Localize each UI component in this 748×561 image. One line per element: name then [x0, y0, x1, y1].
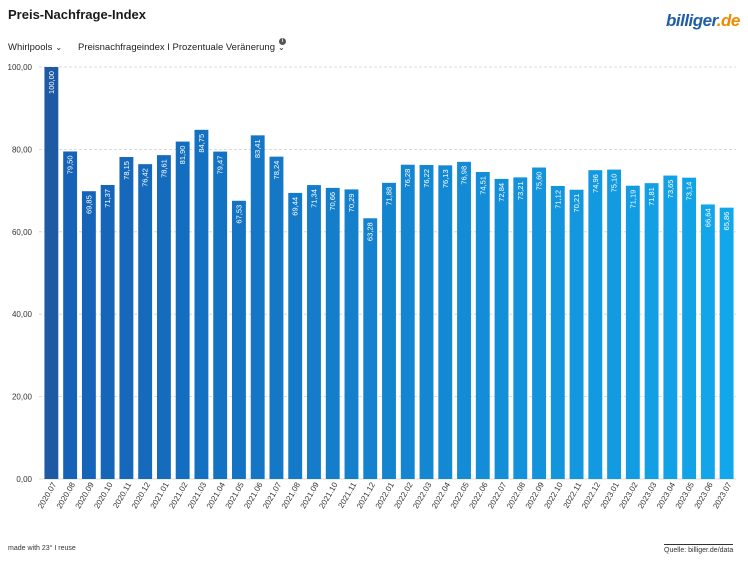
chevron-down-icon: ⌄: [278, 43, 285, 52]
made-with-link[interactable]: made with 23° I reuse: [8, 545, 76, 552]
bar-value-label: 73,21: [516, 181, 525, 200]
bar-value-label: 73,65: [666, 180, 675, 199]
metric-dropdown-label: Preisnachfrageindex I Prozentuale Veräne…: [78, 42, 275, 53]
y-tick-label: 0,00: [16, 475, 32, 484]
source-note: Quelle: billiger.de/data: [664, 544, 734, 554]
billiger-logo: billiger.de: [666, 11, 740, 31]
bar: [644, 183, 659, 479]
bar: [288, 192, 303, 479]
bar: [175, 141, 190, 479]
bar: [513, 177, 528, 479]
info-icon[interactable]: i: [279, 38, 286, 45]
bar: [213, 151, 228, 479]
bar: [44, 67, 59, 479]
chart-title: Preis-Nachfrage-Index: [8, 7, 146, 22]
bar: [438, 165, 453, 479]
bar-value-label: 71,19: [628, 190, 637, 209]
bar-value-label: 75,10: [610, 174, 619, 193]
bar: [663, 175, 678, 479]
bar-value-label: 67,53: [234, 205, 243, 224]
bar-value-label: 66,64: [703, 208, 712, 227]
bar: [63, 151, 78, 479]
category-dropdown[interactable]: Whirlpools ⌄: [8, 42, 62, 53]
bar: [400, 164, 415, 480]
bar-value-label: 75,60: [535, 172, 544, 191]
bar: [588, 170, 603, 479]
bar-value-label: 84,75: [197, 134, 206, 153]
bar-value-label: 100,00: [47, 71, 56, 94]
bar: [625, 185, 640, 479]
category-dropdown-label: Whirlpools: [8, 42, 53, 53]
bar-value-label: 79,47: [216, 156, 225, 175]
bar-value-label: 74,51: [478, 176, 487, 195]
bar: [607, 169, 622, 479]
bar-value-label: 71,88: [385, 187, 394, 206]
chevron-down-icon: ⌄: [55, 43, 63, 52]
bar-value-label: 73,14: [685, 182, 694, 201]
bar-value-label: 76,28: [403, 169, 412, 188]
bar-value-label: 70,29: [347, 193, 356, 212]
bar-value-label: 65,86: [722, 212, 731, 231]
bar: [382, 182, 396, 479]
bar: [532, 167, 546, 479]
bar: [682, 177, 697, 479]
bar: [700, 204, 715, 479]
bar-value-label: 72,84: [497, 183, 506, 202]
y-tick-label: 20,00: [12, 393, 33, 402]
bar: [363, 218, 378, 479]
bar-value-label: 69,85: [84, 195, 93, 214]
bar-value-label: 74,96: [591, 174, 600, 193]
bar-value-label: 63,28: [366, 222, 375, 241]
bar-value-label: 76,98: [460, 166, 469, 185]
bar-value-label: 69,44: [291, 197, 300, 216]
bar: [119, 157, 134, 479]
y-tick-label: 100,00: [8, 63, 33, 72]
bar: [325, 187, 340, 479]
bar: [232, 200, 246, 479]
bar: [269, 156, 284, 480]
bar: [138, 164, 153, 479]
bar-value-label: 78,24: [272, 161, 281, 180]
bar-value-label: 71,81: [647, 187, 656, 206]
bar: [457, 161, 471, 479]
bar: [307, 185, 321, 479]
bar: [475, 172, 490, 479]
bar-value-label: 76,13: [441, 169, 450, 188]
bar-value-label: 76,42: [141, 168, 150, 187]
y-tick-label: 60,00: [12, 228, 33, 237]
bar-value-label: 71,34: [309, 189, 318, 208]
logo-text-de: .de: [716, 11, 741, 30]
bar: [81, 191, 96, 479]
y-tick-label: 80,00: [12, 145, 33, 154]
metric-dropdown[interactable]: Preisnachfrageindex I Prozentuale Veräne…: [78, 42, 285, 53]
bar: [494, 178, 509, 479]
bar-value-label: 70,66: [328, 192, 337, 211]
bar-value-label: 81,90: [178, 146, 187, 165]
bar-value-label: 71,12: [553, 190, 562, 209]
bar: [100, 184, 115, 479]
logo-text-billiger: billiger: [666, 11, 717, 30]
bar-value-label: 79,50: [66, 155, 75, 174]
bar: [419, 164, 434, 479]
bar-value-label: 70,21: [572, 194, 581, 213]
x-tick-label: 2023.07: [711, 480, 734, 510]
bar: [250, 135, 265, 479]
bar: [719, 207, 734, 479]
bar-value-label: 83,41: [253, 139, 262, 158]
y-tick-label: 40,00: [12, 310, 33, 319]
bar: [194, 129, 209, 479]
bar-value-label: 78,61: [159, 159, 168, 178]
bar-value-label: 78,15: [122, 161, 131, 180]
bar: [550, 185, 565, 479]
bar-value-label: 71,37: [103, 189, 112, 208]
bar: [344, 189, 359, 479]
bar-value-label: 76,22: [422, 169, 431, 188]
bar: [569, 189, 584, 479]
bar: [156, 155, 171, 479]
